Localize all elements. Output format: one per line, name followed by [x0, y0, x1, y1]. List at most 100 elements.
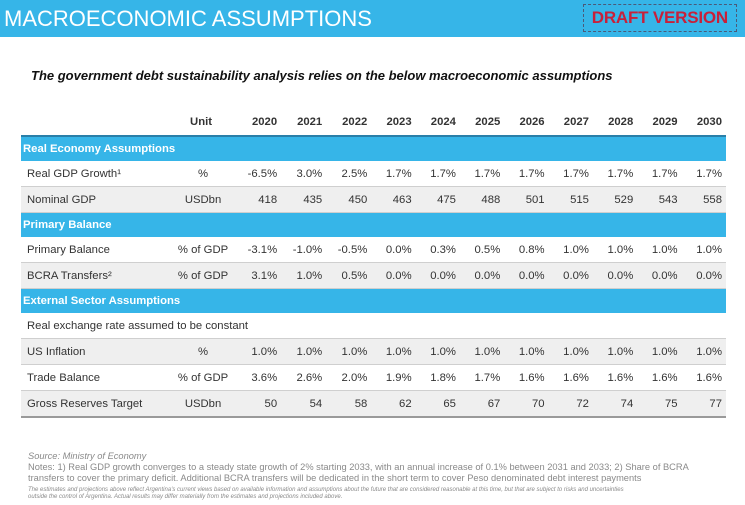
- unit-column-header: Unit: [190, 116, 213, 128]
- value-cell: 1.0%: [681, 237, 726, 263]
- value-cell: 54: [281, 390, 327, 418]
- value-cell: 1.6%: [637, 364, 682, 391]
- table-row: Real GDP Growth¹ % -6.5% 3.0% 2.5% 1.7% 1.7% 1…: [21, 161, 726, 187]
- value-cell: 0.5%: [326, 262, 372, 289]
- table-row: Trade Balance % of GDP 3.6% 2.6% 2.0% 1.9% 1.…: [21, 364, 726, 391]
- table-body: Real Economy Assumptions Real GDP Growth¹…: [21, 135, 726, 418]
- value-cell: 1.7%: [548, 161, 593, 187]
- value-cell: 0.3%: [415, 237, 460, 263]
- value-cell: 1.6%: [504, 364, 549, 391]
- row-unit: USDbn: [170, 390, 237, 418]
- value-cell: 0.0%: [548, 262, 593, 289]
- value-cell: 1.0%: [637, 237, 682, 263]
- value-cell: 1.7%: [681, 161, 726, 187]
- year-header: 2020: [251, 116, 278, 128]
- value-cell: 2.0%: [326, 364, 372, 391]
- section-header-row: External Sector Assumptions: [21, 288, 726, 313]
- year-header: 2023: [386, 116, 412, 128]
- table-row: Primary Balance % of GDP -3.1% -1.0% -0.5% 0…: [21, 237, 726, 263]
- value-cell: 77: [681, 390, 726, 418]
- value-cell: 75: [637, 390, 682, 418]
- row-label: Gross Reserves Target: [21, 390, 171, 418]
- value-cell: 0.0%: [592, 262, 638, 289]
- value-cell: 1.7%: [371, 161, 416, 187]
- value-cell: 1.9%: [371, 364, 416, 391]
- value-cell: 58: [326, 390, 372, 418]
- value-cell: 1.0%: [592, 338, 638, 365]
- value-cell: 2.6%: [281, 364, 327, 391]
- year-header: 2030: [696, 116, 722, 128]
- value-cell: 2.5%: [326, 161, 372, 187]
- value-cell: 1.0%: [548, 338, 593, 365]
- value-cell: 3.0%: [281, 161, 327, 187]
- value-cell: 3.6%: [236, 364, 282, 391]
- value-cell: 70: [504, 390, 549, 418]
- year-header: 2021: [297, 116, 323, 128]
- value-cell: 1.8%: [415, 364, 460, 391]
- value-cell: 418: [236, 186, 282, 213]
- value-cell: 0.0%: [459, 262, 505, 289]
- value-cell: 1.0%: [371, 338, 416, 365]
- value-cell: 50: [236, 390, 282, 418]
- row-unit: USDbn: [170, 186, 237, 213]
- value-cell: -3.1%: [236, 237, 282, 263]
- value-cell: -0.5%: [326, 237, 372, 263]
- table-row: US Inflation % 1.0% 1.0% 1.0% 1.0% 1.0% 1.0% 1.…: [21, 338, 726, 365]
- row-unit: % of GDP: [170, 364, 237, 391]
- section-header-row: Real Economy Assumptions: [21, 135, 726, 161]
- row-unit: % of GDP: [170, 237, 237, 263]
- row-unit: %: [170, 338, 237, 365]
- row-label: Trade Balance: [21, 364, 171, 391]
- value-cell: 1.7%: [637, 161, 682, 187]
- value-cell: 450: [326, 186, 372, 213]
- year-header: 2025: [475, 116, 501, 128]
- value-cell: 1.7%: [459, 161, 505, 187]
- value-cell: 1.7%: [415, 161, 460, 187]
- section-title: External Sector Assumptions: [21, 288, 726, 313]
- value-cell: 435: [281, 186, 327, 213]
- value-cell: 62: [371, 390, 416, 418]
- value-cell: 501: [504, 186, 549, 213]
- row-unit: % of GDP: [170, 262, 237, 289]
- value-cell: 1.7%: [504, 161, 549, 187]
- value-cell: 1.6%: [548, 364, 593, 391]
- value-cell: 1.7%: [592, 161, 638, 187]
- draft-badge-area: DRAFT VERSION: [404, 4, 737, 32]
- table-header-row: Unit 2020 2021 2022 2023 2024 2025 2026 …: [21, 109, 726, 136]
- table-row: Nominal GDP USDbn 418 435 450 463 475 488 501 51…: [21, 186, 726, 213]
- value-cell: 1.0%: [548, 237, 593, 263]
- row-unit: %: [170, 161, 237, 187]
- value-cell: 475: [415, 186, 460, 213]
- section-title: Real Economy Assumptions: [21, 135, 726, 161]
- section-title: Primary Balance: [21, 212, 726, 237]
- value-cell: 463: [371, 186, 416, 213]
- value-cell: 1.0%: [415, 338, 460, 365]
- value-cell: 1.0%: [681, 338, 726, 365]
- value-cell: 1.0%: [504, 338, 549, 365]
- value-cell: 558: [681, 186, 726, 213]
- label-column-header: [21, 109, 170, 136]
- value-cell: 3.1%: [236, 262, 282, 289]
- value-cell: 529: [592, 186, 638, 213]
- value-cell: 0.0%: [371, 262, 416, 289]
- row-label: US Inflation: [21, 338, 171, 365]
- value-cell: 1.0%: [326, 338, 372, 365]
- value-cell: 1.0%: [459, 338, 505, 365]
- value-cell: 1.7%: [459, 364, 505, 391]
- notes-line-2: transfers to cover the primary deficit. …: [28, 473, 642, 483]
- value-cell: 0.0%: [504, 262, 549, 289]
- table-row: Gross Reserves Target USDbn 50 54 58 62 65 67 7…: [21, 390, 726, 418]
- value-cell: 67: [459, 390, 505, 418]
- section-note: Real exchange rate assumed to be constan…: [21, 313, 726, 339]
- year-header: 2027: [563, 116, 589, 128]
- value-cell: 65: [415, 390, 460, 418]
- value-cell: 1.0%: [236, 338, 282, 365]
- value-cell: -1.0%: [281, 237, 327, 263]
- year-header: 2022: [342, 116, 368, 128]
- value-cell: 1.0%: [592, 237, 638, 263]
- value-cell: 1.6%: [592, 364, 638, 391]
- notes-line-1: Notes: 1) Real GDP growth converges to a…: [28, 462, 689, 472]
- value-cell: 0.8%: [504, 237, 549, 263]
- disclaimer-line-1: The estimates and projections above refl…: [28, 487, 624, 493]
- value-cell: 1.0%: [281, 338, 327, 365]
